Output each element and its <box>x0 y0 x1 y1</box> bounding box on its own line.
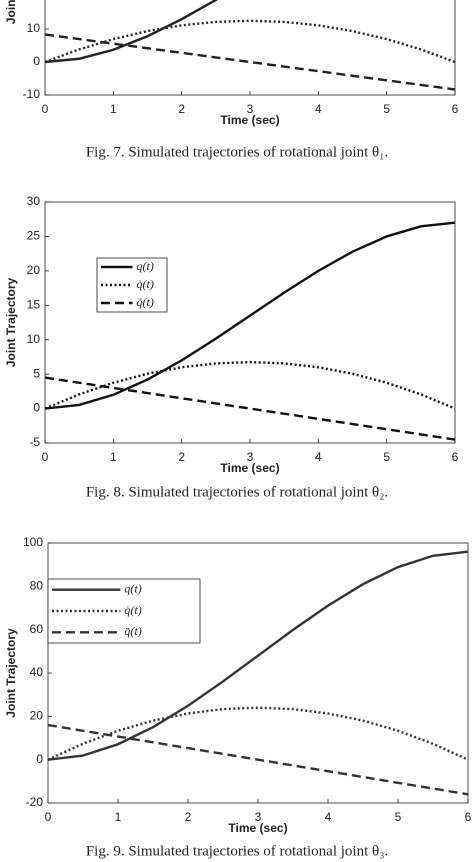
y-tick-label: 30 <box>27 194 41 208</box>
x-tick-label: 2 <box>178 102 185 116</box>
y-tick-label: 20 <box>30 709 44 723</box>
plot-lines <box>45 0 455 91</box>
legend-label: q̈(t) <box>124 624 141 638</box>
plot-frame <box>44 201 456 444</box>
series-line <box>45 19 455 64</box>
series-line <box>45 376 455 441</box>
x-tick-label: 0 <box>42 450 49 464</box>
legend-label: q̇(t) <box>124 603 141 617</box>
series-line <box>48 706 468 761</box>
series-line <box>48 723 468 796</box>
series-line <box>45 33 455 91</box>
y-tick-label: 25 <box>27 229 41 243</box>
x-tick-label: 0 <box>45 810 52 824</box>
x-tick-label: 3 <box>247 102 254 116</box>
x-tick-label: 6 <box>465 810 472 824</box>
legend-label: q̈(t) <box>137 295 154 309</box>
x-tick-label: 3 <box>255 810 262 824</box>
x-tick-label: 6 <box>452 102 459 116</box>
y-tick-label: 20 <box>27 0 41 2</box>
x-tick-label: 2 <box>178 450 185 464</box>
x-tick-label: 5 <box>383 102 390 116</box>
plot-lines <box>48 550 468 796</box>
plot-lines <box>45 221 455 441</box>
series-line <box>45 0 219 64</box>
caption: Fig. 9. Simulated trajectories of rotati… <box>86 843 388 859</box>
y-tick-label: 10 <box>27 332 41 346</box>
x-tick-label: 4 <box>325 810 332 824</box>
x-axis-label: Time (sec) <box>220 113 279 127</box>
y-tick-label: 5 <box>33 366 40 380</box>
x-tick-label: 2 <box>185 810 192 824</box>
y-tick-label: 100 <box>23 535 43 549</box>
series-line <box>45 221 455 410</box>
y-tick-label: 40 <box>30 665 44 679</box>
y-axis-label: Joint Trajectory <box>4 0 18 24</box>
x-tick-label: 1 <box>110 102 117 116</box>
series-line <box>48 550 468 761</box>
y-axis-label: Joint Trajectory <box>4 278 18 368</box>
y-tick-label: 20 <box>27 263 41 277</box>
y-tick-label: 80 <box>30 579 44 593</box>
x-tick-label: 1 <box>110 450 117 464</box>
y-tick-label: 0 <box>33 54 40 68</box>
x-tick-label: 0 <box>42 102 49 116</box>
x-axis-label: Time (sec) <box>228 821 287 835</box>
legend-label: q̇(t) <box>137 277 154 291</box>
x-tick-label: 4 <box>315 102 322 116</box>
y-tick-label: 0 <box>33 401 40 415</box>
y-tick-label: -20 <box>26 795 44 809</box>
series-line <box>45 360 455 410</box>
y-tick-label: -5 <box>29 435 40 449</box>
y-axis-label: Joint Trajectory <box>4 628 18 718</box>
x-axis-label: Time (sec) <box>220 461 279 475</box>
x-tick-label: 1 <box>115 810 122 824</box>
caption: Fig. 8. Simulated trajectories of rotati… <box>86 484 388 500</box>
x-tick-label: 5 <box>383 450 390 464</box>
y-tick-label: 60 <box>30 622 44 636</box>
caption: Fig. 7. Simulated trajectories of rotati… <box>86 144 388 160</box>
legend-label: q(t) <box>137 259 154 273</box>
y-tick-label: -10 <box>23 87 41 101</box>
y-tick-label: 0 <box>36 752 43 766</box>
x-tick-label: 4 <box>315 450 322 464</box>
legend-label: q(t) <box>124 581 141 595</box>
x-tick-label: 6 <box>452 450 459 464</box>
y-tick-label: 15 <box>27 297 41 311</box>
x-tick-label: 3 <box>247 450 254 464</box>
x-tick-label: 5 <box>395 810 402 824</box>
y-tick-label: 10 <box>27 21 41 35</box>
